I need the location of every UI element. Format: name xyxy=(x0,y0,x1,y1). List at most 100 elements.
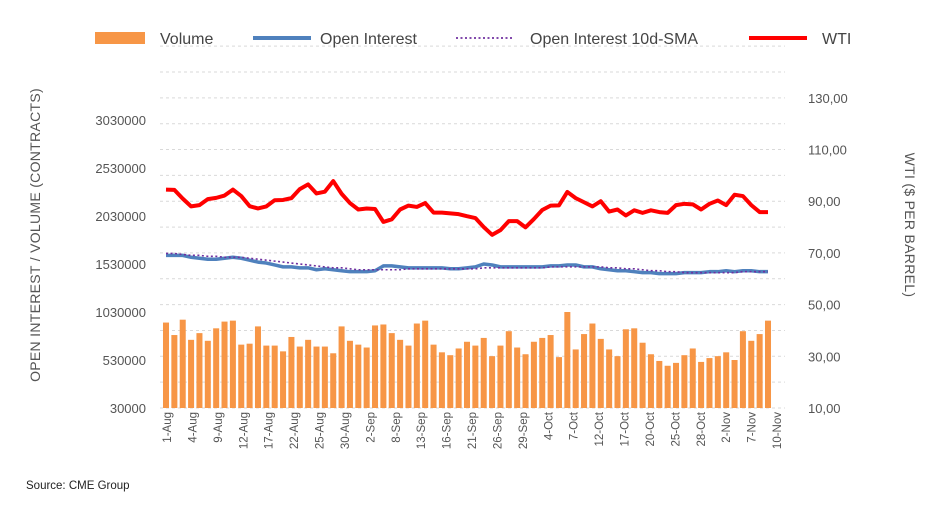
x-tick-label: 30-Aug xyxy=(340,412,352,449)
volume-bar xyxy=(447,355,454,408)
y-left-tick-label: 3030000 xyxy=(95,113,146,128)
volume-bar xyxy=(229,320,236,408)
volume-bar xyxy=(330,353,337,408)
volume-bar xyxy=(505,331,512,408)
volume-bar xyxy=(296,346,303,408)
volume-bar xyxy=(196,333,203,408)
x-tick-label: 25-Aug xyxy=(315,412,327,449)
x-tick-label: 8-Sep xyxy=(391,412,403,443)
x-tick-label: 12-Aug xyxy=(238,412,250,449)
volume-bar xyxy=(271,345,278,408)
volume-bar xyxy=(723,352,730,408)
y-right-tick-label: 130,00 xyxy=(808,91,848,106)
volume-bar xyxy=(631,328,638,408)
volume-bar xyxy=(221,321,228,408)
y-right-tick-label: 90,00 xyxy=(808,194,841,209)
y-right-tick-label: 10,00 xyxy=(808,401,841,416)
volume-bar xyxy=(188,339,195,408)
open-interest-sma-line xyxy=(166,252,768,274)
volume-bar xyxy=(280,351,287,408)
volume-bar xyxy=(204,340,211,408)
volume-bar xyxy=(497,345,504,408)
y-right-tick-label: 30,00 xyxy=(808,349,841,364)
volume-bar xyxy=(171,335,178,408)
volume-bar xyxy=(681,355,688,408)
volume-bar xyxy=(372,325,379,408)
volume-bar xyxy=(489,356,496,408)
x-tick-label: 4-Oct xyxy=(543,411,555,440)
y-left-tick-label: 2030000 xyxy=(95,209,146,224)
volume-bar xyxy=(380,324,387,408)
y-left-tick-label: 530000 xyxy=(103,353,146,368)
volume-bar xyxy=(555,357,562,408)
volume-bar xyxy=(731,360,738,408)
legend-label: WTI xyxy=(822,31,851,48)
volume-bar xyxy=(706,358,713,408)
y-left-tick-label: 2530000 xyxy=(95,161,146,176)
volume-bar xyxy=(288,336,295,408)
volume-bar xyxy=(355,344,362,408)
volume-bar xyxy=(430,344,437,408)
y-left-axis-title: OPEN INTEREST / VOLUME (CONTRACTS) xyxy=(27,88,43,382)
volume-bar xyxy=(422,320,429,408)
volume-bar xyxy=(254,326,261,408)
x-tick-label: 17-Aug xyxy=(264,412,276,449)
legend-label: Open Interest xyxy=(320,31,418,48)
volume-bar xyxy=(714,356,721,408)
volume-bar xyxy=(572,349,579,408)
x-tick-label: 7-Oct xyxy=(569,411,581,440)
legend-swatch-volume xyxy=(95,32,145,44)
volume-bar xyxy=(622,329,629,408)
volume-bar xyxy=(472,345,479,408)
volume-bar xyxy=(698,361,705,408)
volume-bar xyxy=(664,365,671,408)
volume-bar xyxy=(530,341,537,408)
y-right-tick-label: 70,00 xyxy=(808,246,841,261)
x-tick-label: 28-Oct xyxy=(696,411,708,446)
x-tick-label: 20-Oct xyxy=(645,411,657,446)
y-right-tick-label: 110,00 xyxy=(808,143,847,158)
x-tick-label: 2-Sep xyxy=(365,412,377,443)
x-tick-label: 25-Oct xyxy=(670,411,682,446)
volume-bar xyxy=(597,338,604,408)
volume-bar xyxy=(388,333,395,408)
volume-bar xyxy=(564,312,571,408)
volume-bar xyxy=(539,337,546,408)
wti-line xyxy=(165,179,768,237)
x-tick-label: 16-Sep xyxy=(442,412,454,449)
x-tick-label: 29-Sep xyxy=(518,412,530,449)
volume-bar xyxy=(363,347,370,408)
x-tick-label: 1-Aug xyxy=(162,412,174,443)
x-tick-label: 7-Nov xyxy=(747,412,759,443)
volume-bar xyxy=(480,337,487,408)
volume-bar xyxy=(413,323,420,408)
volume-bar xyxy=(405,345,412,408)
volume-bar xyxy=(614,356,621,408)
y-left-tick-label: 1530000 xyxy=(95,257,146,272)
volume-bar xyxy=(162,322,170,408)
x-tick-label: 21-Sep xyxy=(467,412,479,449)
volume-bar xyxy=(748,340,755,408)
volume-bar xyxy=(346,340,353,408)
x-tick-label: 26-Sep xyxy=(492,412,504,449)
volume-bar xyxy=(463,341,471,408)
volume-bar xyxy=(656,360,663,408)
volume-bar xyxy=(673,362,680,408)
x-tick-label: 13-Sep xyxy=(416,412,428,449)
y-right-tick-label: 50,00 xyxy=(808,298,841,313)
volume-bar xyxy=(455,348,462,408)
volume-bar xyxy=(589,323,596,408)
source-note: Source: CME Group xyxy=(26,480,130,492)
volume-bar xyxy=(756,334,763,408)
x-tick-label: 22-Aug xyxy=(289,412,301,449)
volume-bar xyxy=(397,339,404,408)
volume-bar xyxy=(522,354,529,408)
volume-bar xyxy=(338,326,345,408)
volume-bar xyxy=(263,345,270,408)
volume-bar xyxy=(313,346,320,408)
volume-bar xyxy=(246,343,253,408)
legend-label: Open Interest 10d-SMA xyxy=(530,31,698,48)
x-tick-label: 4-Aug xyxy=(187,412,199,443)
